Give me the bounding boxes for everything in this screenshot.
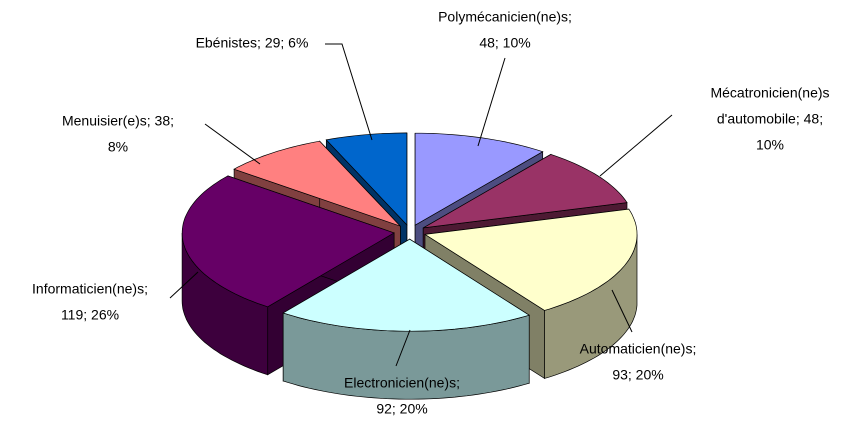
leader-line — [611, 289, 633, 333]
data-label: Ebénistes; 29; 6% — [196, 35, 309, 51]
data-label: Polymécanicien(ne)s; — [438, 9, 572, 25]
slice — [181, 175, 395, 308]
slice — [282, 238, 531, 332]
data-label: 8% — [108, 139, 128, 155]
data-label: 119; 26% — [61, 307, 119, 323]
data-label: 10% — [756, 137, 784, 153]
slice — [423, 154, 628, 229]
slice — [325, 132, 408, 226]
data-label: 93; 20% — [612, 367, 663, 383]
data-label: 92; 20% — [376, 401, 427, 417]
leader-line — [395, 329, 411, 367]
slice — [282, 238, 531, 400]
leader-line — [204, 123, 261, 165]
data-label: Mécatronicien(ne)s — [710, 85, 829, 101]
slice — [414, 132, 544, 226]
data-label: Menuisier(e)s; 38; — [62, 113, 174, 129]
leader-line — [599, 114, 673, 177]
slice — [423, 208, 638, 311]
data-label: d'automobile; 48; — [717, 111, 823, 127]
leader-line — [169, 271, 199, 299]
data-label: Electronicien(ne)s; — [344, 375, 460, 391]
leader-line — [477, 57, 506, 147]
data-label: 48; 10% — [479, 35, 530, 51]
data-label: Automaticien(ne)s; — [580, 341, 697, 357]
data-label: Informaticien(ne)s; — [32, 281, 148, 297]
slice — [233, 140, 401, 227]
leader-line — [325, 43, 373, 141]
